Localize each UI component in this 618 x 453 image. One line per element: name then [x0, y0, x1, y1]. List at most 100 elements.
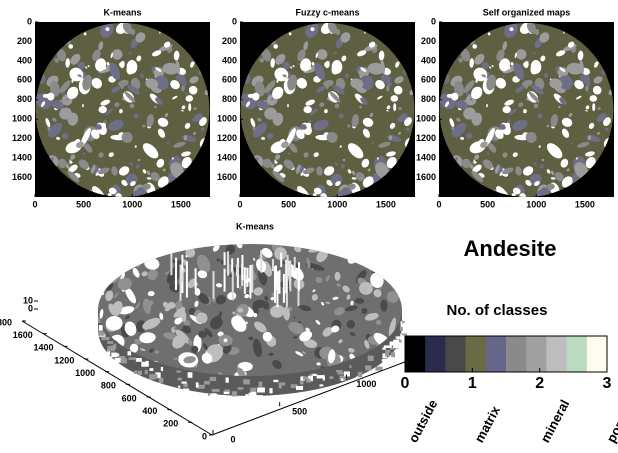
x-tick-label: 1000: [122, 199, 142, 209]
side-grain: [196, 382, 199, 387]
y-tick-label: 600: [421, 75, 436, 85]
x-tick-label: 1000: [327, 199, 347, 209]
colorbar-swatch: [546, 336, 567, 372]
y-tick-label: 0: [431, 16, 436, 26]
spike: [280, 253, 282, 267]
y-tick-label: 1200: [416, 133, 436, 143]
spike: [244, 267, 246, 293]
y-tick-label: 1600: [217, 172, 237, 182]
y-tick-label: 800: [17, 94, 32, 104]
x-tick-label: 0: [237, 199, 242, 209]
y-tick-label: 1200: [12, 133, 32, 143]
y-tick-label: 200: [163, 419, 178, 429]
side-grain: [176, 371, 181, 373]
y-tick-label: 200: [421, 36, 436, 46]
spike: [246, 268, 248, 287]
side-grain: [127, 351, 131, 355]
colorbar-tick-label: 3: [603, 375, 612, 392]
grain: [145, 243, 151, 258]
side-grain: [368, 356, 374, 361]
spike: [294, 257, 296, 270]
grain: [104, 283, 108, 287]
spike: [186, 261, 188, 297]
y-tick-label: 400: [222, 55, 237, 65]
y-tick-label: 1200: [54, 355, 74, 365]
side-grain: [365, 365, 371, 370]
x-tick-label: 500: [292, 407, 307, 417]
grain: [385, 253, 396, 264]
y-tick-label: 0: [232, 16, 237, 26]
grain: [335, 272, 341, 281]
y-tick-label: 1600: [12, 172, 32, 182]
colorbar-swatch: [526, 336, 547, 372]
grain: [502, 106, 510, 113]
side-grain: [279, 382, 285, 385]
panel-title: K-means: [103, 7, 141, 17]
colorbar-tick-label: 1: [468, 375, 477, 392]
side-grain: [396, 337, 400, 340]
side-grain: [391, 352, 395, 357]
spike: [227, 251, 229, 275]
grain: [125, 248, 135, 260]
spike: [231, 258, 233, 271]
panel-title: Fuzzy c-means: [295, 7, 359, 17]
side-grain: [107, 341, 113, 344]
page: Andesite No. of classes K-means K-means0…: [0, 0, 618, 453]
y-tick-label: 1200: [217, 133, 237, 143]
y-tick-label: 800: [421, 94, 436, 104]
x-tick-label: 0: [230, 434, 235, 444]
y-tick-label: 600: [222, 75, 237, 85]
side-grain: [178, 386, 180, 388]
grain: [354, 248, 365, 259]
side-grain: [384, 345, 392, 348]
spike: [283, 274, 285, 303]
grain: [135, 257, 143, 264]
side-grain: [145, 370, 148, 374]
class-label: mineral: [537, 397, 572, 445]
side-grain: [266, 396, 268, 400]
spike: [182, 271, 184, 283]
side-grain: [99, 325, 103, 331]
grain: [375, 242, 388, 255]
side-grain: [226, 377, 229, 382]
side-grain: [102, 337, 110, 340]
grain: [393, 372, 396, 374]
side-grain: [129, 357, 137, 359]
grain: [95, 369, 102, 375]
side-grain: [300, 381, 304, 385]
side-grain: [149, 368, 153, 371]
z-tick-label: 10: [23, 295, 33, 305]
side-grain: [115, 358, 121, 363]
x-tick-label: 1500: [575, 199, 595, 209]
y-tick-label: 1400: [416, 152, 436, 162]
side-grain: [256, 395, 263, 401]
y-tick-label: 800: [222, 94, 237, 104]
x-tick-label: 500: [281, 199, 296, 209]
colorbar-swatch: [445, 336, 466, 372]
side-grain: [402, 321, 405, 324]
side-grain: [269, 388, 272, 393]
grain: [303, 106, 311, 113]
side-grain: [188, 372, 193, 378]
x-tick-label: 0: [32, 199, 37, 209]
side-grain: [393, 340, 399, 345]
spike: [289, 261, 291, 292]
side-grain: [358, 372, 363, 377]
side-grain: [329, 376, 333, 379]
grain: [388, 265, 394, 273]
y-tick-label: 1600: [416, 172, 436, 182]
side-grain: [204, 381, 210, 385]
class-label: pore: [603, 413, 618, 445]
grain: [98, 106, 106, 113]
side-grain: [210, 377, 217, 381]
side-grain: [337, 372, 344, 374]
grain: [158, 239, 171, 251]
grain: [383, 364, 395, 374]
spike: [236, 265, 238, 277]
y-tick-label: 400: [142, 406, 157, 416]
spike: [249, 265, 251, 299]
y-tick-label: 1000: [217, 114, 237, 124]
y-tick-label: 800: [101, 381, 116, 391]
spike: [260, 250, 262, 273]
side-grain: [306, 379, 310, 383]
